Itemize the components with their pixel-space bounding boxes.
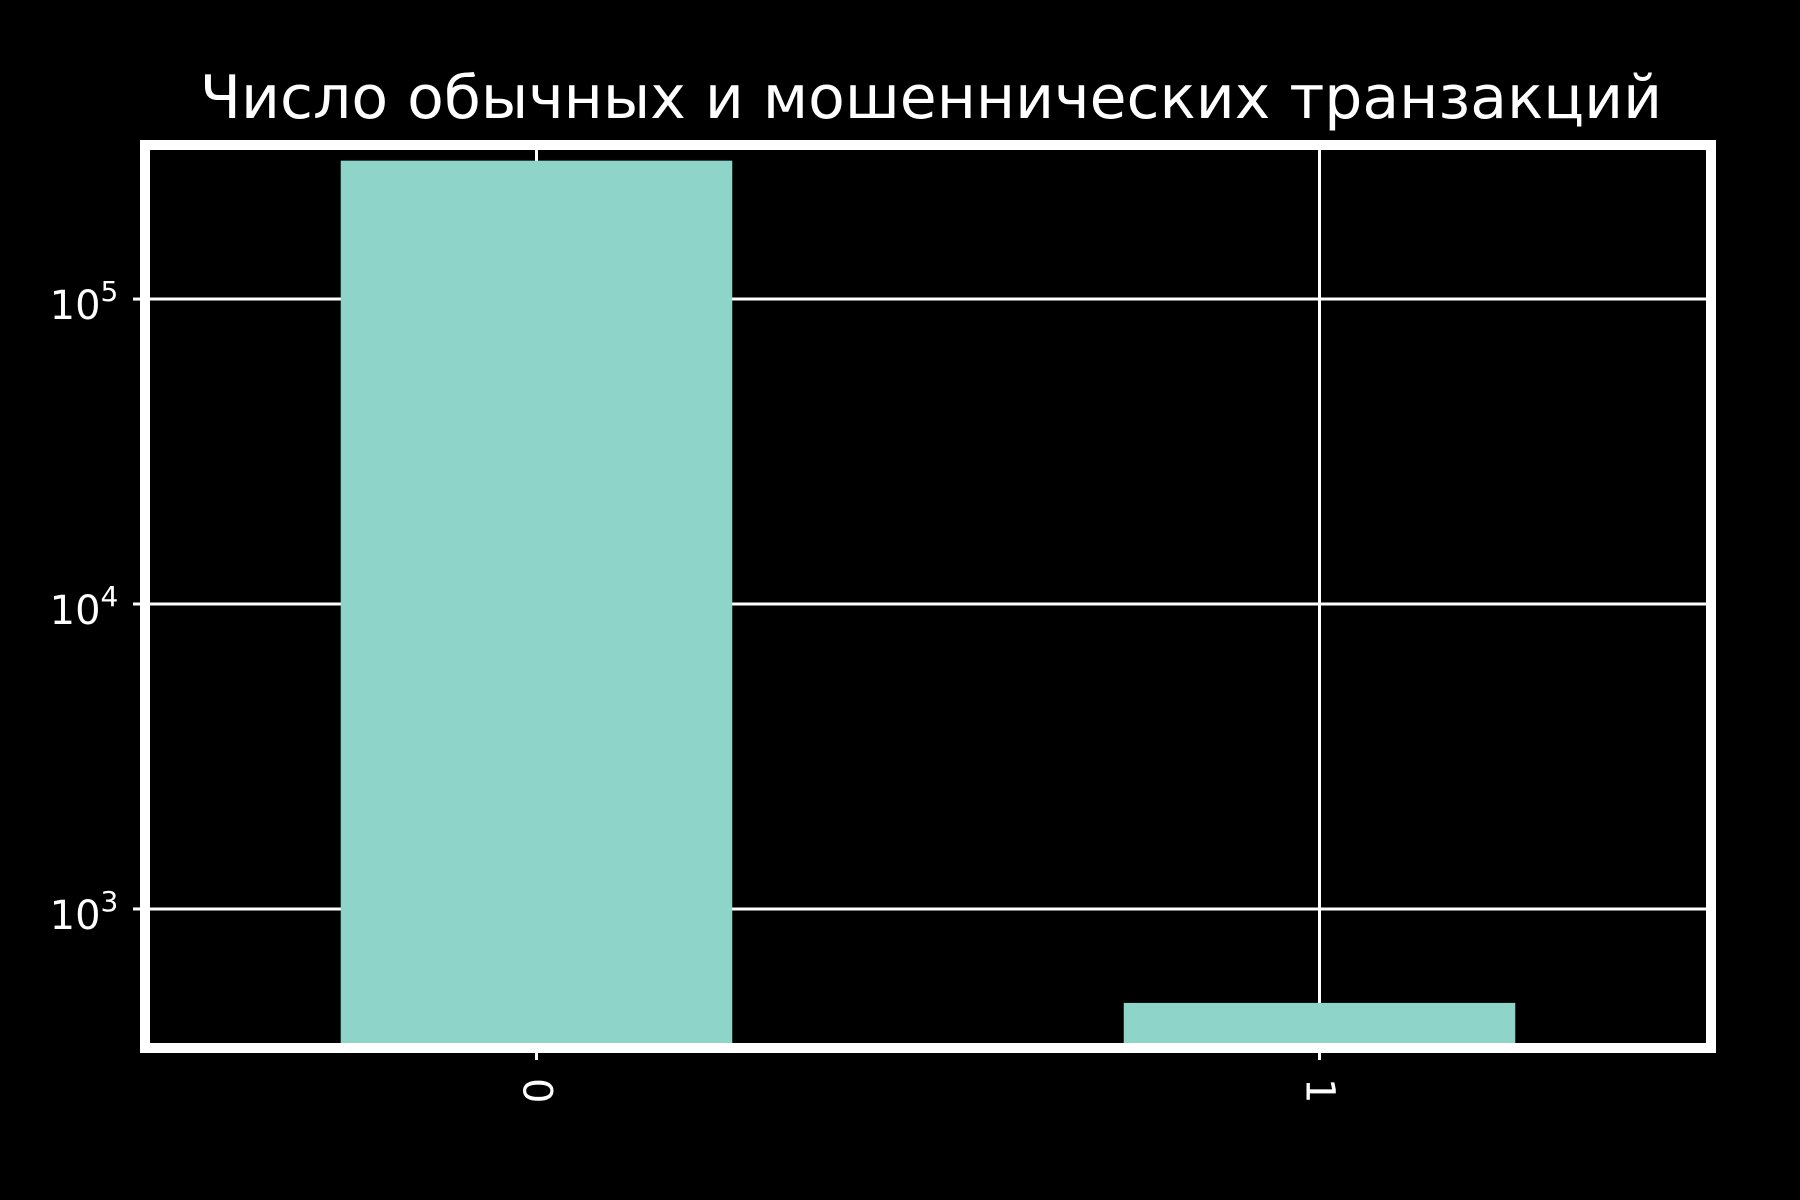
x-tick-label: 1: [1297, 1078, 1343, 1103]
y-tick-exponent: 3: [101, 885, 119, 918]
y-tick-exponent: 5: [101, 275, 119, 308]
y-tick-label: 105: [50, 275, 119, 329]
bar-1: [1123, 1002, 1516, 1048]
bars: [340, 160, 1516, 1049]
plot-frame: [140, 140, 1716, 1053]
x-tick-label: 0: [514, 1078, 560, 1103]
y-tick-base: 10: [50, 283, 101, 329]
y-tick-base: 10: [50, 893, 101, 939]
y-tick-base: 10: [50, 588, 101, 634]
y-tick-label: 104: [50, 580, 119, 634]
y-tick-label: 103: [50, 885, 119, 939]
chart-title: Число обычных и мошеннических транзакций: [200, 63, 1662, 133]
bar-0: [340, 160, 733, 1049]
y-tick-exponent: 4: [101, 580, 119, 613]
